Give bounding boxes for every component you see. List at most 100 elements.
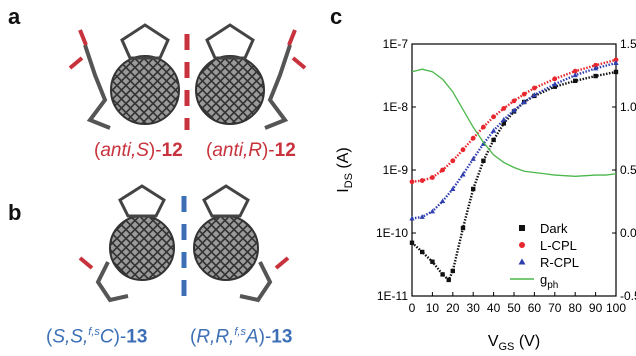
data-point [593,65,599,71]
data-point [593,62,598,68]
data-point [521,91,527,97]
legend-label-sub: ph [547,280,558,291]
data-point [552,84,557,89]
x-tick-label: 50 [507,301,521,315]
data-point [491,137,496,143]
data-point [491,114,496,120]
data-point [593,73,598,79]
data-point [409,215,415,221]
y-tick-label: 1E-7 [383,37,409,51]
data-point [440,272,445,277]
legend-label: R-CPL [540,255,579,270]
x-tick-label: 0 [409,301,416,315]
data-point [470,156,476,161]
y2-tick-label: 0.0 [620,226,636,240]
caption-rra-13: (R,R,f,sA)-13 [190,326,293,348]
data-point [429,208,435,214]
data-point [552,76,558,82]
series-r-cpl-trace [411,61,617,220]
data-point [460,171,466,177]
legend-label: L-CPL [540,238,577,253]
series-r-cpl [409,60,619,221]
caption-anti-s-12: (anti,S)-12 [94,140,183,161]
y2-tick-label: 1.0 [620,100,636,114]
data-point [430,259,435,264]
panel-letter-b: b [8,200,22,225]
ids-vgs-chart: 0 10 20 30 40 50 60 70 80 90 100 1E-111E-101E-91E-… [335,37,636,353]
y2-tick-label: -0.5 [620,289,636,303]
molecule-illustrations [68,23,307,303]
data-point [613,57,619,63]
caption-ssc-13: (S,S,f,sC)-13 [46,326,148,348]
data-point [409,179,415,185]
data-point [613,60,619,65]
data-point [419,178,425,183]
legend-label: gph [540,272,558,291]
x-axis-ticks: 0 10 20 30 40 50 60 70 80 90 100 [409,292,626,315]
data-point [430,175,435,180]
series-l-cpl [409,57,619,185]
y-tick-label: 1E-8 [383,100,409,114]
x-tick-label: 80 [569,301,583,315]
data-point [450,186,456,191]
x-tick-label: 60 [528,301,542,315]
data-point [450,158,456,164]
data-point [531,92,537,98]
data-point [501,106,507,111]
data-point [552,81,558,87]
data-point [450,268,455,274]
panel-letter-c: c [330,4,343,29]
x-tick-label: 70 [548,301,562,315]
data-point [440,167,445,173]
data-point [532,85,537,91]
data-point [511,98,517,104]
molecule-anti-r-12 [195,23,307,130]
data-point [501,121,506,126]
y-tick-label: 1E-11 [377,289,408,303]
data-point [481,124,486,130]
data-point [613,69,619,75]
molecule-ssc-13 [78,184,175,303]
x-tick-label: 100 [606,301,626,315]
molecule-rra-13 [193,184,290,303]
legend-marker-dark [519,225,525,231]
x-tick-label: 10 [426,301,440,315]
series-l-cpl-trace [411,58,617,183]
data-point [470,135,476,141]
x-tick-label: 30 [467,301,481,315]
data-point [471,186,476,192]
data-point [460,225,466,231]
data-point [481,158,486,163]
x-tick-label: 90 [589,301,603,315]
series-gph-line [411,68,617,177]
caption-anti-r-12: (anti,R)-12 [206,140,296,161]
data-point [446,277,451,283]
legend-label: Dark [540,221,568,236]
y2-tick-label: 1.5 [620,37,636,51]
data-point [573,78,578,84]
legend: Dark L-CPL R-CPL gph [510,221,579,291]
molecule-anti-s-12 [68,23,180,130]
y-tick-label: 1E-10 [376,226,408,240]
y2-tick-label: 0.5 [620,163,636,177]
y-axis-ticks: 1E-11 1E-10 1E-9 1E-8 1E-7 [376,37,416,303]
y-tick-label: 1E-9 [383,163,409,177]
series-layer [409,57,619,283]
data-point [419,214,425,219]
x-tick-label: 40 [487,301,501,315]
y2-axis-ticks: -0.5 0.0 0.5 1.0 1.5 [612,37,636,303]
data-point [420,249,425,255]
data-point [460,147,466,153]
x-tick-label: 20 [446,301,460,315]
panel-letter-a: a [8,4,21,29]
legend-marker-lcpl [519,242,525,248]
data-point [501,116,507,122]
legend-marker-rcpl [518,258,526,265]
data-point [491,127,497,133]
data-point [572,72,578,78]
data-point [440,198,446,204]
data-point [572,68,578,74]
data-point [409,240,415,245]
x-axis-label: VGS (V) [488,333,540,353]
y-axis-label: IDS (A) [335,147,355,193]
